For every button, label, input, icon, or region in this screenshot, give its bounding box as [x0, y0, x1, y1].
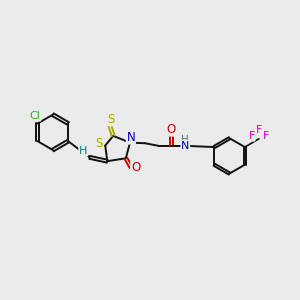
Text: S: S	[96, 137, 103, 150]
Text: N: N	[127, 131, 135, 144]
Text: N: N	[181, 141, 190, 151]
Text: F: F	[263, 131, 269, 141]
Text: H: H	[79, 146, 87, 156]
Text: O: O	[131, 161, 140, 175]
Text: O: O	[166, 123, 175, 136]
Text: S: S	[107, 112, 114, 126]
Text: H: H	[182, 135, 189, 145]
Text: Cl: Cl	[30, 111, 40, 121]
Text: F: F	[256, 125, 262, 135]
Text: F: F	[248, 131, 255, 141]
